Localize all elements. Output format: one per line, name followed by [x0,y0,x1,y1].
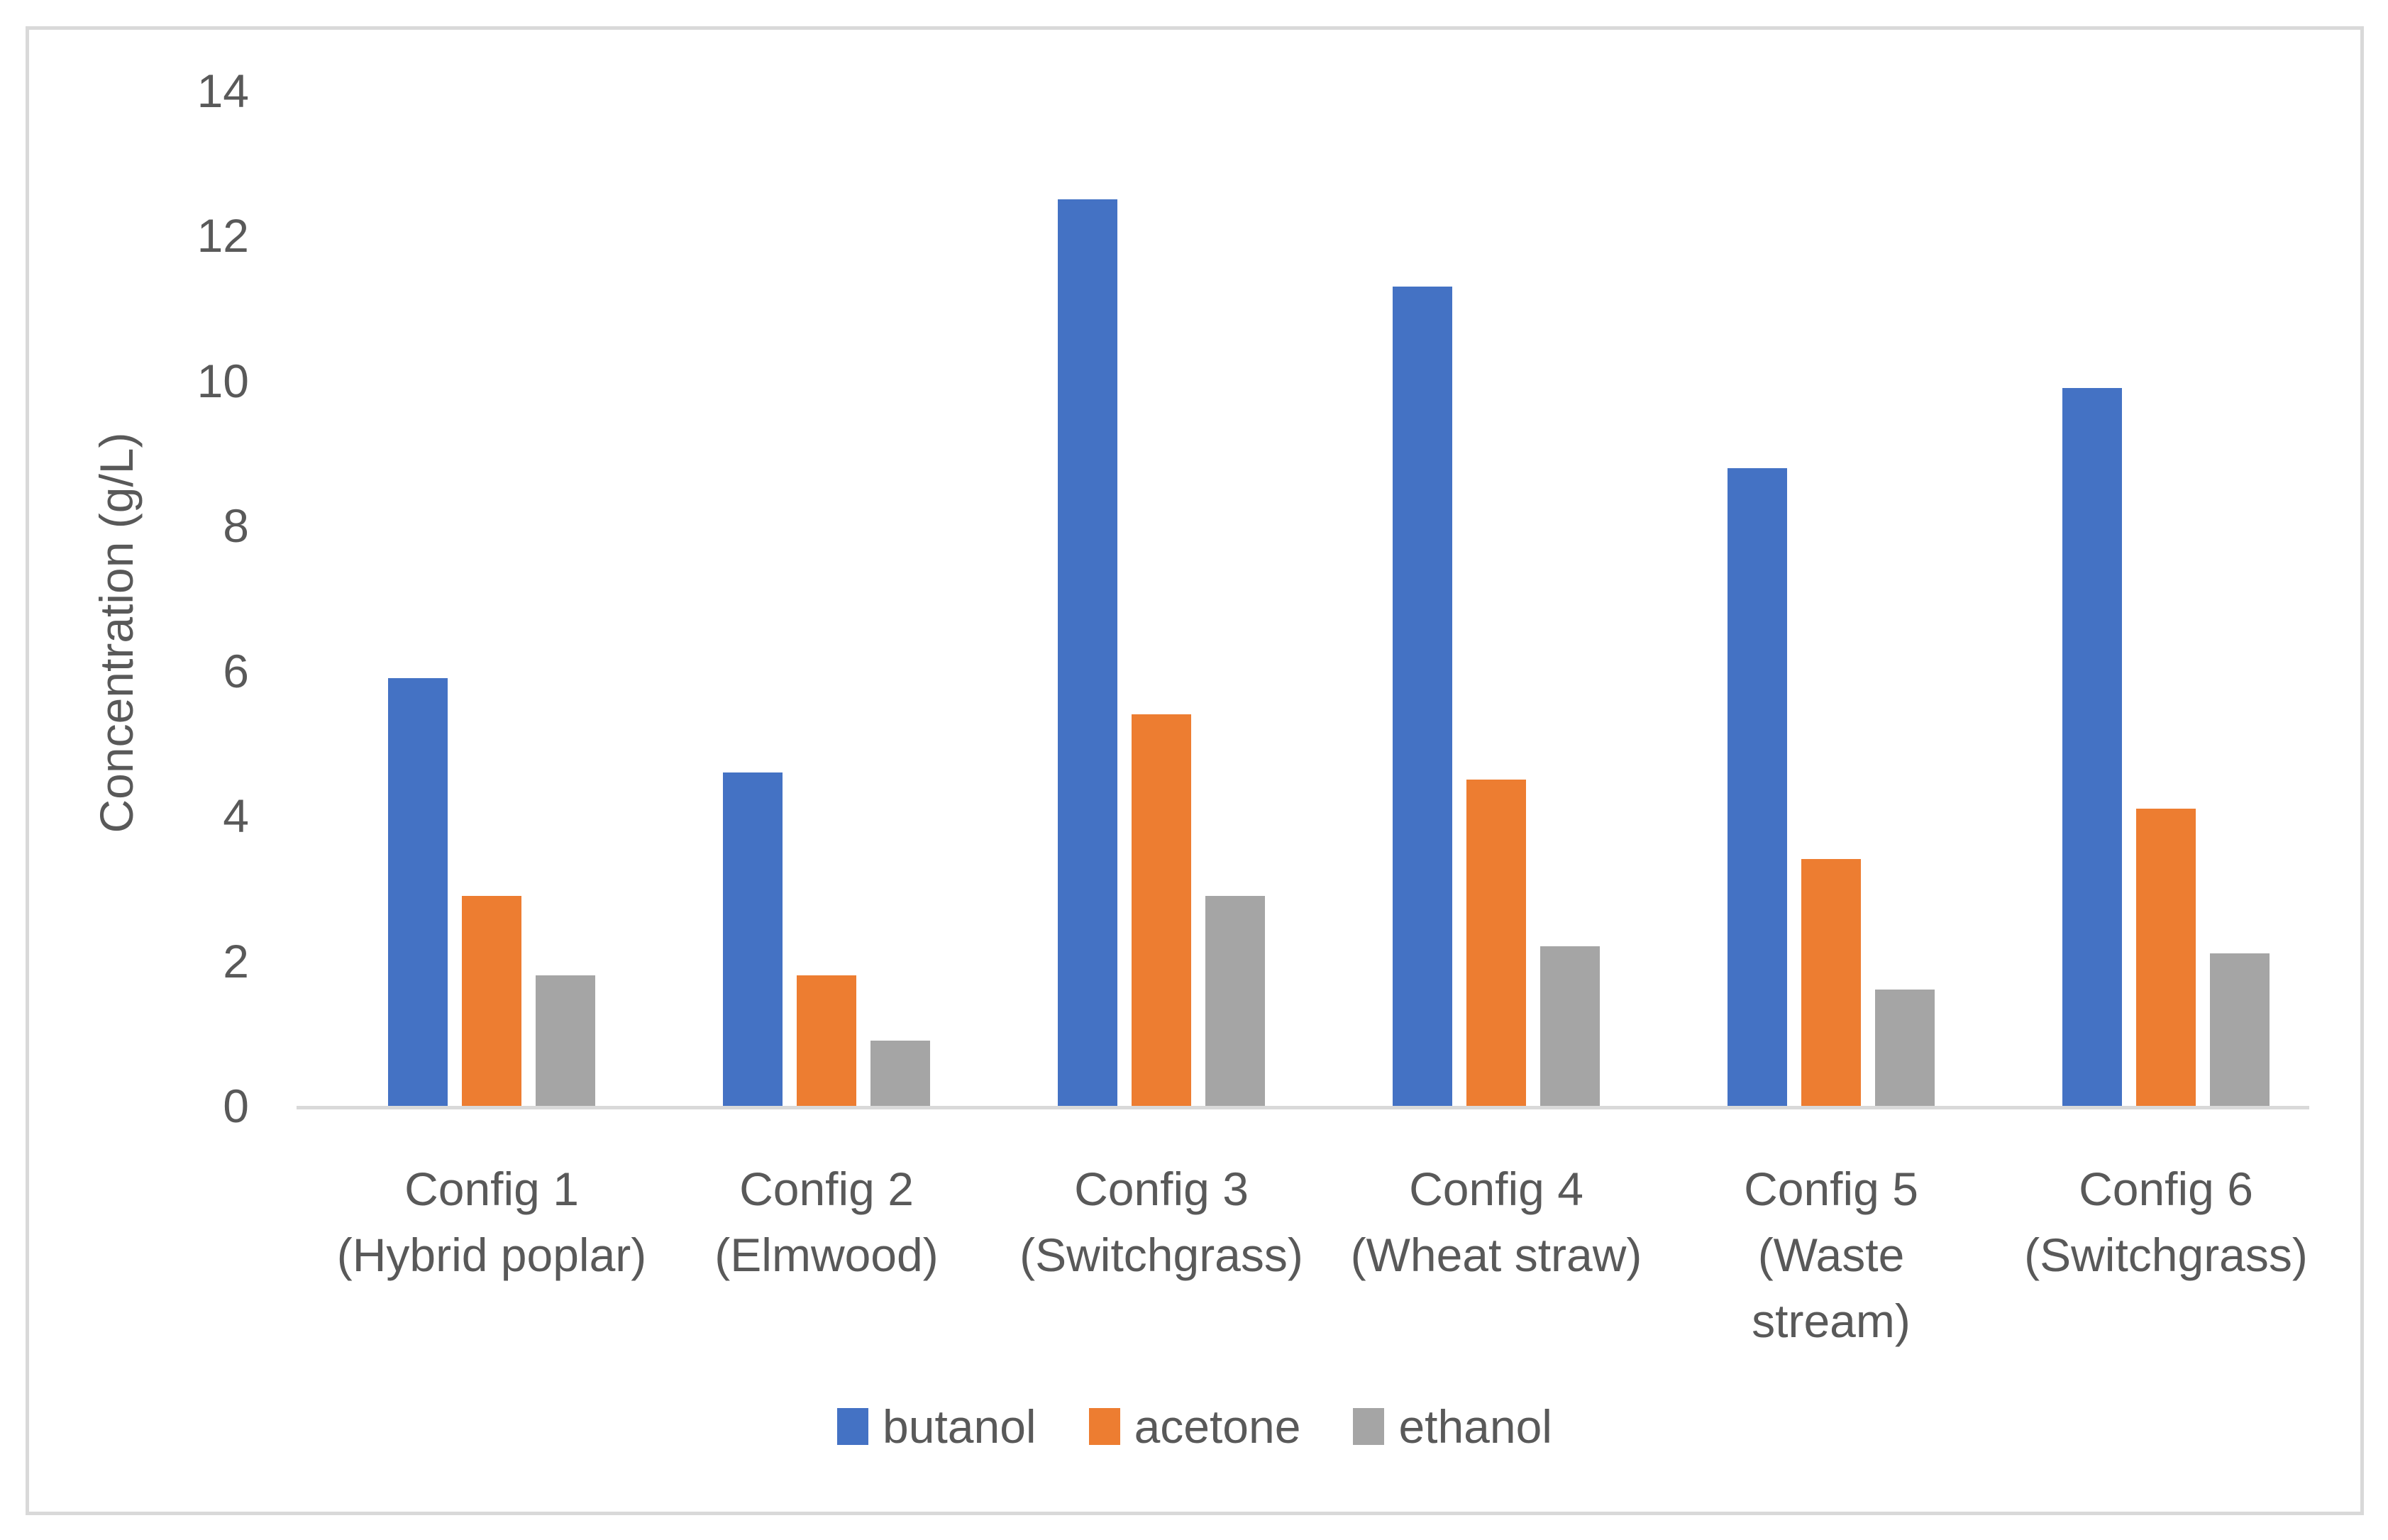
bar-ethanol-5 [1875,990,1935,1106]
y-tick-label: 0 [223,1080,249,1132]
x-axis-label-5: Config 5 (Waste stream) [1664,1156,1998,1354]
legend-label: butanol [883,1400,1037,1453]
bar-ethanol-6 [2210,953,2270,1106]
x-axis-label-line: Config 3 [1074,1163,1249,1215]
bar-butanol-1 [388,678,448,1106]
legend-swatch-icon [837,1408,869,1445]
x-axis-label-line: Config 2 [739,1163,914,1215]
x-axis-label-line: (Switchgrass) [1019,1229,1303,1281]
bar-acetone-3 [1132,714,1191,1106]
chart-border: Concentration (g/L) 0 2 4 6 8 10 12 14 Config 1… [26,26,2364,1515]
bar-ethanol-1 [536,975,595,1106]
legend-swatch-icon [1353,1408,1385,1445]
x-axis-label-6: Config 6 (Switchgrass) [1999,1156,2333,1288]
x-axis-label-line: (Wheat straw) [1350,1229,1642,1281]
y-tick-label: 2 [223,934,249,987]
x-axis-label-line: stream) [1752,1295,1911,1347]
bar-butanol-6 [2062,388,2122,1106]
x-axis-label-4: Config 4 (Wheat straw) [1330,1156,1663,1288]
y-tick-label: 10 [197,354,249,407]
bar-ethanol-4 [1540,946,1600,1106]
x-axis-label-3: Config 3 (Switchgrass) [995,1156,1328,1288]
legend: butanol acetone ethanol [29,1403,2360,1450]
bar-acetone-5 [1801,859,1861,1106]
x-axis-label-line: (Elmwood) [714,1229,939,1281]
x-axis-label-line: (Hybrid poplar) [336,1229,647,1281]
x-axis-label-1: Config 1 (Hybrid poplar) [325,1156,658,1288]
legend-swatch-icon [1088,1408,1120,1445]
bar-butanol-2 [723,772,783,1106]
bar-acetone-1 [462,896,521,1106]
x-axis-label-line: Config 1 [404,1163,579,1215]
bar-acetone-6 [2136,809,2196,1106]
x-axis-label-2: Config 2 (Elmwood) [660,1156,993,1288]
y-tick-label: 12 [197,209,249,262]
x-axis-label-line: Config 5 [1744,1163,1918,1215]
plot-area [297,91,2309,1109]
x-axis-label-line: Config 6 [2079,1163,2253,1215]
legend-item-acetone: acetone [1088,1400,1301,1453]
bar-acetone-2 [797,975,856,1106]
bar-butanol-3 [1058,199,1117,1106]
y-tick-label: 4 [223,790,249,843]
x-axis-line [297,1106,2309,1109]
bar-butanol-4 [1393,287,1452,1106]
y-tick-label: 14 [197,65,249,117]
legend-item-butanol: butanol [837,1403,1037,1450]
legend-label: acetone [1134,1400,1301,1453]
x-axis-label-line: (Switchgrass) [2024,1229,2308,1281]
bar-ethanol-3 [1205,896,1265,1106]
legend-label: ethanol [1398,1400,1552,1453]
y-tick-label: 8 [223,499,249,553]
legend-item-ethanol: ethanol [1353,1403,1552,1450]
bar-acetone-4 [1466,780,1526,1106]
x-axis-label-line: Config 4 [1409,1163,1583,1215]
bar-butanol-5 [1728,468,1787,1106]
x-axis-label-line: (Waste [1757,1229,1905,1281]
y-tick-label: 6 [223,644,249,697]
bar-ethanol-2 [870,1041,930,1106]
